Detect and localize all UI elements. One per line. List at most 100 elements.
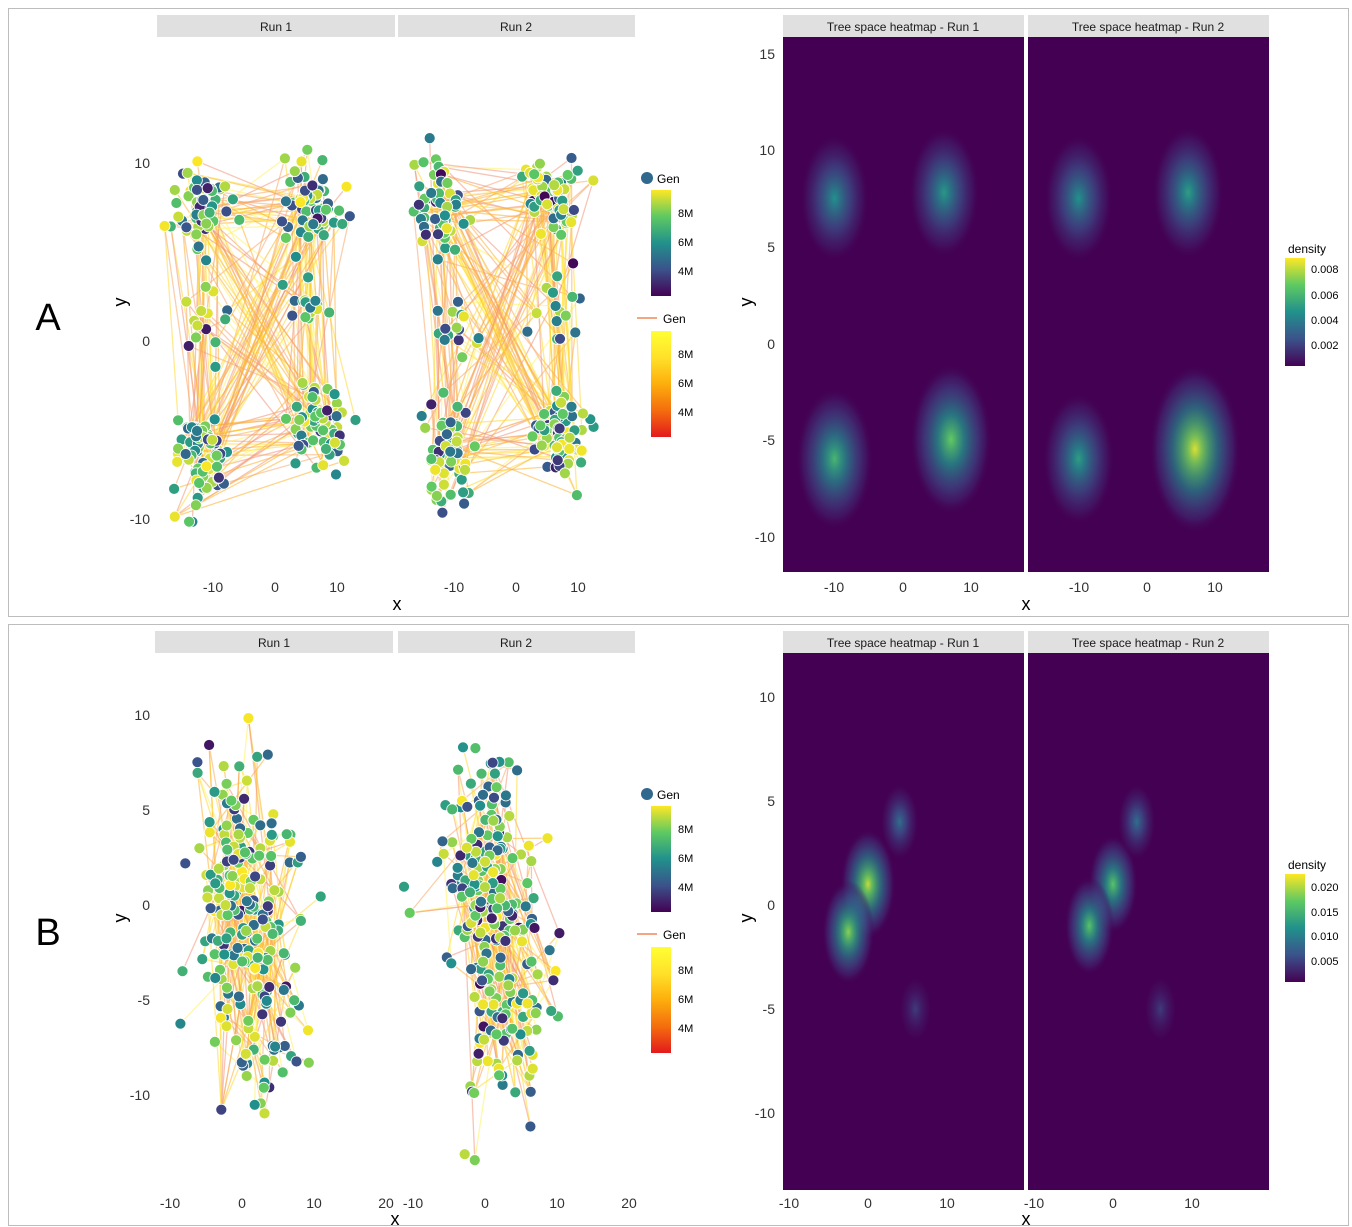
strip-a-run2-bg (398, 15, 635, 37)
sample-point (193, 842, 206, 855)
density-peak (910, 364, 992, 515)
trace-line (423, 226, 454, 313)
sample-point (490, 1028, 503, 1041)
a-scatter-xtick-r1-0: 0 (271, 579, 279, 595)
axis-a-scatter-xlabel: x (393, 594, 402, 614)
b-legend-point-8m: 8M (678, 824, 693, 836)
sample-point (534, 157, 546, 170)
sample-point (526, 1062, 539, 1075)
sample-point (320, 203, 332, 216)
sample-point (556, 408, 569, 420)
b-scatter-xtick-r2-0: 0 (481, 1195, 489, 1211)
sample-point (450, 321, 463, 334)
sample-point (535, 439, 548, 452)
sample-point (193, 477, 206, 489)
sample-point (225, 794, 238, 807)
sample-point (458, 1148, 471, 1161)
sample-point (261, 748, 274, 761)
sample-point (567, 257, 579, 270)
b-scatter-ytick-m10: -10 (130, 1087, 150, 1103)
sample-point (254, 819, 267, 832)
sample-point (506, 1022, 519, 1035)
sample-point (316, 173, 329, 186)
strip-b-heat2: Tree space heatmap - Run 2 (1072, 636, 1225, 650)
sample-point (231, 942, 244, 954)
sample-point (172, 210, 185, 223)
sample-point (477, 788, 489, 801)
trace-line (247, 926, 272, 1021)
sample-point (487, 814, 500, 827)
sample-point (195, 305, 208, 317)
sample-point (201, 891, 214, 904)
sample-point (523, 1044, 536, 1057)
sample-point (452, 334, 465, 347)
sample-point (289, 250, 302, 263)
sample-point (183, 515, 196, 528)
sample-point (437, 478, 450, 491)
sample-point (251, 750, 264, 763)
sample-point (258, 1053, 271, 1066)
sample-point (268, 884, 281, 897)
b-legend-point-key (641, 788, 653, 800)
b-density-legend-title: density (1288, 858, 1326, 872)
b-heat-xtick-r2-0: 0 (1109, 1195, 1117, 1211)
sample-point (214, 1012, 227, 1024)
sample-point (455, 473, 468, 486)
b-heat-xtick-r2-m10: -10 (1024, 1195, 1044, 1211)
sample-point (528, 168, 541, 181)
sample-point (445, 957, 458, 970)
a-legend-line-6m: 6M (678, 378, 693, 390)
sample-point (506, 852, 519, 864)
axis-b-scatter-ylabel: y (110, 914, 130, 923)
density-peak (1043, 393, 1114, 524)
heatmap-background (1028, 653, 1269, 1190)
b-density-legend-0015: 0.015 (1311, 907, 1339, 919)
sample-point (330, 410, 343, 423)
sample-point (181, 166, 194, 179)
sample-point (215, 1103, 228, 1116)
trace-line (211, 206, 305, 445)
sample-point (220, 819, 233, 832)
sample-point (208, 1036, 221, 1048)
b-scatter-ytick-5: 5 (142, 802, 150, 818)
trace-line (556, 338, 565, 397)
sample-point (239, 1048, 252, 1060)
density-peak (880, 784, 919, 860)
sample-point (486, 756, 499, 769)
sample-point (251, 980, 264, 993)
sample-point (559, 309, 572, 322)
b-scatter-ytick-0: 0 (142, 897, 150, 913)
sample-point (432, 228, 444, 241)
sample-point (280, 412, 292, 425)
sample-point (549, 300, 562, 312)
sample-point (261, 900, 274, 913)
a-heat-xtick-r2-0: 0 (1143, 579, 1151, 595)
sample-point (587, 174, 600, 187)
sample-point (436, 835, 449, 848)
trace-line (435, 159, 578, 496)
sample-point (441, 177, 454, 189)
sample-point (168, 184, 181, 196)
sample-point (491, 902, 504, 915)
trace-line (220, 1003, 242, 1110)
b-heat-xtick-r1-0: 0 (864, 1195, 872, 1211)
sample-point (563, 442, 576, 455)
sample-point (349, 414, 362, 426)
density-peak (1064, 876, 1114, 975)
a-scatter-ytick-10: 10 (134, 155, 150, 171)
trace-line (441, 841, 452, 964)
sample-point (456, 351, 469, 364)
sample-point (538, 408, 550, 420)
sample-point (301, 143, 314, 156)
trace-line (188, 345, 313, 398)
sample-point (306, 391, 319, 404)
sample-point (468, 1087, 481, 1099)
sample-point (487, 866, 500, 878)
trace-line (457, 301, 556, 307)
sample-point (233, 213, 246, 226)
trace-line (463, 223, 538, 314)
sample-point (280, 828, 293, 841)
sample-point (203, 206, 216, 219)
trace-line (163, 225, 179, 421)
sample-point (521, 877, 534, 889)
